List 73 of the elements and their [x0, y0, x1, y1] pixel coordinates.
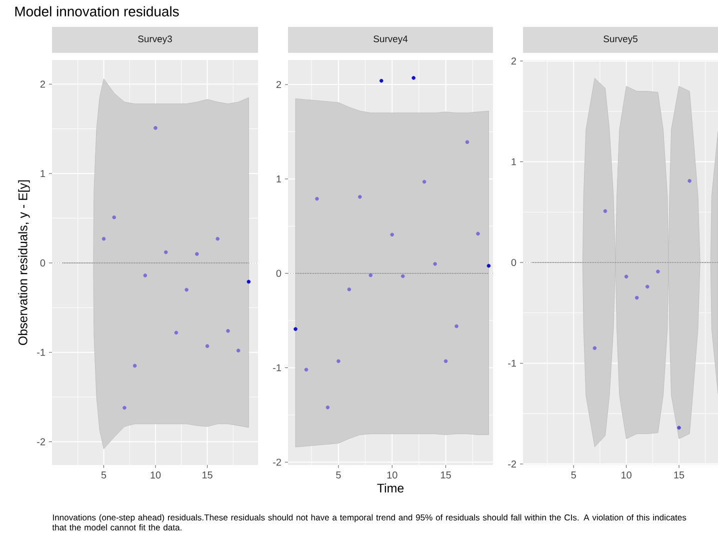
chart-title: Survey4: [374, 36, 408, 44]
point: [132, 364, 137, 368]
point: [315, 196, 319, 201]
x-axis-title: Time: [377, 483, 404, 493]
x-tick-label: 15: [202, 472, 212, 478]
point: [634, 296, 639, 300]
point: [336, 359, 340, 364]
y-tick-label: 1: [276, 176, 282, 182]
point: [304, 368, 308, 372]
chart-title: Survey3: [138, 36, 172, 44]
point: [347, 288, 352, 292]
point: [433, 262, 437, 266]
y-tick-label: -1: [273, 364, 282, 372]
point: [174, 330, 178, 335]
y-tick-label: -1: [508, 360, 516, 367]
point: [400, 274, 405, 278]
y-tick-label: -2: [37, 438, 45, 446]
point: [444, 359, 448, 364]
point: [216, 236, 220, 241]
point: [656, 270, 660, 274]
point: [122, 406, 126, 410]
x-tick-label: 10: [387, 472, 398, 479]
y-tick-label: 0: [511, 258, 516, 266]
point: [205, 344, 210, 348]
point: [454, 324, 458, 328]
x-tick-label: 15: [441, 472, 451, 478]
y-tick-label: 2: [40, 80, 45, 88]
y-tick-label: 0: [276, 270, 282, 277]
point: [603, 209, 608, 214]
x-tick-label: 5: [101, 472, 106, 478]
y-tick-label: 1: [512, 158, 516, 166]
point: [677, 426, 681, 430]
point: [154, 126, 158, 130]
point: [184, 288, 188, 292]
x-tick-label: 10: [622, 472, 632, 479]
chart-title: Survey5: [604, 36, 638, 44]
point: [645, 284, 650, 289]
text: Model innovation residuals: [15, 6, 179, 16]
y-tick-label: 1: [40, 170, 45, 177]
point: [486, 264, 491, 268]
point: [102, 236, 106, 241]
point: [476, 232, 480, 236]
y-tick-label: 2: [511, 58, 516, 64]
y-tick-label: -2: [273, 458, 281, 466]
point: [246, 280, 251, 284]
point: [326, 406, 330, 410]
point: [368, 273, 373, 278]
point: [412, 76, 416, 80]
point: [226, 328, 230, 333]
point: [236, 348, 240, 352]
x-tick-label: 15: [674, 472, 684, 478]
point: [592, 346, 597, 350]
point: [390, 232, 394, 237]
y-tick-label: 0: [40, 259, 46, 266]
point: [164, 250, 168, 254]
x-tick-label: 5: [571, 472, 576, 478]
text: Innovations (one-step ahead) residuals.These residuals should not have a temporal trend and 95% of residuals should fall within the CIs. A violation of this indicates that the model cannot fit the data.: [52, 514, 686, 530]
point: [688, 178, 692, 183]
y-tick-label: -1: [37, 348, 45, 356]
x-tick-label: 10: [150, 472, 161, 479]
y-axis-title: Observation residuals, y - E[y]: [18, 180, 30, 345]
point: [624, 274, 628, 278]
point: [379, 78, 384, 83]
point: [195, 252, 199, 256]
x-tick-label: 5: [336, 472, 341, 478]
point: [294, 327, 298, 331]
y-tick-label: 2: [276, 81, 281, 88]
point: [465, 140, 470, 144]
point: [143, 274, 148, 278]
point: [358, 194, 362, 199]
y-tick-label: -2: [508, 460, 516, 468]
point: [112, 215, 116, 220]
point: [422, 180, 426, 184]
